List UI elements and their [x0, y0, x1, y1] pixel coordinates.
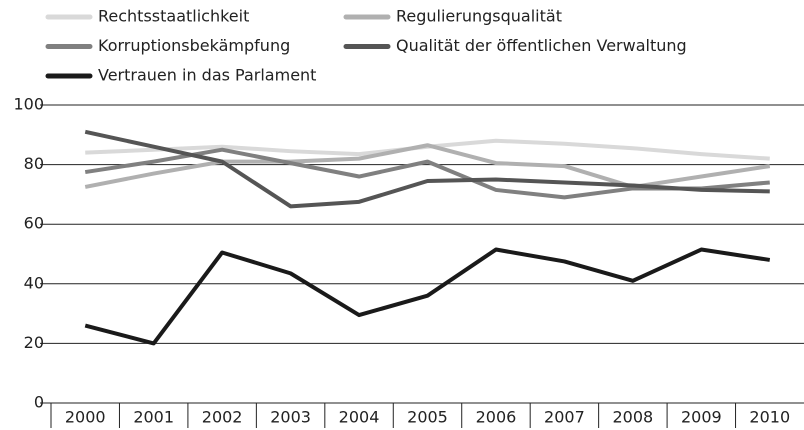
x-tick-label: 2006	[476, 408, 517, 427]
x-tick-label: 2008	[613, 408, 654, 427]
x-tick-label: 2005	[407, 408, 448, 427]
line-series	[84, 147, 770, 200]
x-tick-label: 2001	[133, 408, 174, 427]
x-tick-label: 2004	[339, 408, 380, 427]
x-tick-label: 2002	[202, 408, 243, 427]
x-tick-label: 2007	[544, 408, 585, 427]
legend-label: Regulierungsqualität	[396, 7, 562, 26]
y-tick-label: 100	[13, 95, 44, 114]
y-tick-label: 80	[24, 154, 44, 173]
legend-label: Rechtsstaatlichkeit	[98, 7, 249, 26]
legend-label: Vertrauen in das Parlament	[98, 66, 316, 85]
x-tick-label: 2003	[270, 408, 311, 427]
x-tick-label: 2010	[749, 408, 790, 427]
legend-label: Qualität der öffentlichen Verwaltung	[396, 36, 687, 55]
y-tick-label: 60	[24, 214, 44, 233]
y-tick-label: 40	[24, 273, 44, 292]
y-tick-label: 0	[34, 393, 44, 412]
line-series	[84, 129, 770, 209]
line-series	[84, 143, 771, 189]
x-tick-label: 2009	[681, 408, 722, 427]
y-tick-label: 20	[24, 333, 44, 352]
x-tick-label: 2000	[65, 408, 106, 427]
legend-label: Korruptionsbekämpfung	[98, 36, 290, 55]
line-series	[84, 247, 771, 346]
